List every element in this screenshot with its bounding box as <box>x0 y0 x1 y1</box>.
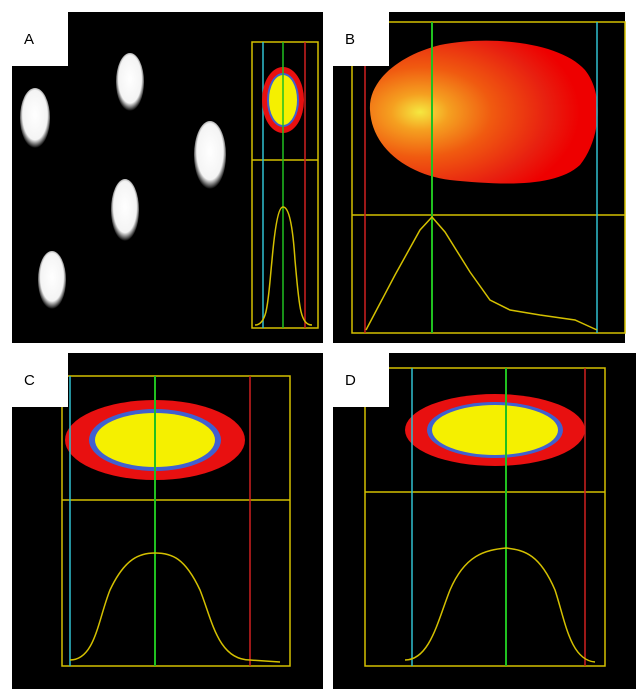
cell <box>116 53 144 111</box>
panel-a: A <box>12 12 323 343</box>
cell <box>194 121 226 189</box>
label-box <box>12 353 68 407</box>
cell <box>20 88 50 148</box>
head-core <box>432 405 558 455</box>
figure: A B C <box>0 0 636 689</box>
panel-label: D <box>345 372 356 389</box>
panel-d: D <box>333 353 636 689</box>
comet <box>370 41 598 184</box>
panel-label: C <box>24 372 35 389</box>
label-box <box>333 353 389 407</box>
panel-b: B <box>333 12 625 343</box>
label-box <box>12 12 68 66</box>
label-box <box>333 12 389 66</box>
panel-label: B <box>345 31 355 48</box>
panel-c: C <box>12 353 323 689</box>
cell <box>111 179 139 241</box>
panel-label: A <box>24 31 34 48</box>
cell <box>38 251 66 309</box>
